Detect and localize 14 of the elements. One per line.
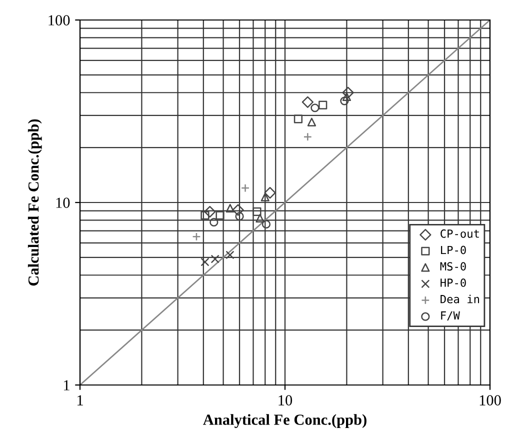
y-tick-label: 10 bbox=[56, 198, 70, 208]
x-tick-label: 1 bbox=[78, 395, 83, 406]
x-axis-title: Analytical Fe Conc.(ppb) bbox=[203, 414, 366, 428]
x-tick-label: 100 bbox=[480, 395, 501, 406]
x-tick-label: 10 bbox=[278, 395, 292, 406]
legend-label: F/W bbox=[441, 311, 460, 321]
legend-label: LP-0 bbox=[441, 246, 466, 254]
legend-label: HP-0 bbox=[440, 278, 466, 287]
y-axis-title: Calculated Fe Conc.(ppb) bbox=[28, 119, 42, 286]
y-tick-label: 100 bbox=[48, 15, 70, 26]
y-tick-label: 1 bbox=[64, 380, 70, 390]
legend-label: MS-0 bbox=[440, 262, 466, 271]
legend-label: Dea in bbox=[440, 294, 480, 304]
legend-label: CP-out bbox=[440, 229, 479, 238]
